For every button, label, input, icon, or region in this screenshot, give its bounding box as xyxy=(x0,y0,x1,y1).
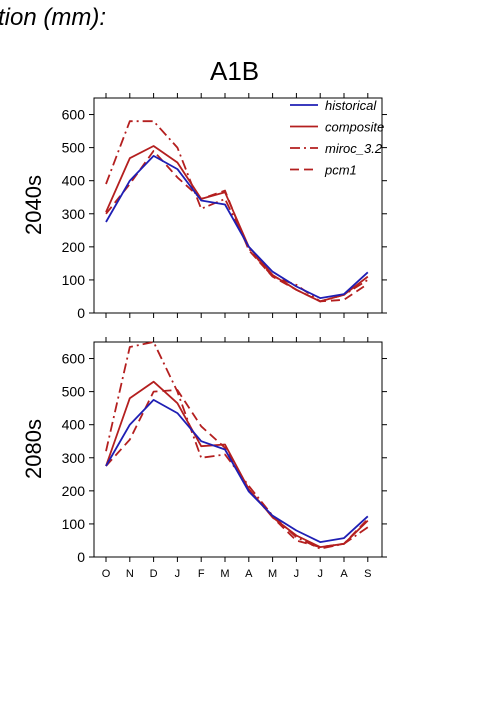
x-tick-label: O xyxy=(102,568,111,580)
x-tick-label: J xyxy=(317,568,323,580)
page-title: tion (mm): xyxy=(0,4,106,31)
y-tick-label: 500 xyxy=(62,140,86,156)
y-tick-label: 500 xyxy=(62,384,86,400)
legend-label: historical xyxy=(325,98,377,113)
series-line-historical xyxy=(105,154,369,300)
panel-2040s: 0 100 200 300 400 500 600 2040s xyxy=(21,93,387,321)
y-tick-label: 600 xyxy=(62,107,86,123)
x-tick-label: A xyxy=(340,568,348,580)
x-tick-label: J xyxy=(175,568,181,580)
x-tick-label: A xyxy=(245,568,253,580)
x-tick-label: J xyxy=(294,568,300,580)
y-tick-label: 200 xyxy=(62,239,86,255)
plot-frame xyxy=(93,97,383,314)
series-line-pcm1 xyxy=(105,389,369,548)
series-line-historical xyxy=(105,398,369,543)
y-tick-label: 0 xyxy=(77,549,85,565)
legend-label: composite xyxy=(325,120,384,135)
x-tick-label: M xyxy=(268,568,277,580)
x-tick-label: F xyxy=(198,568,205,580)
series-line-miroc-3-2 xyxy=(105,341,369,550)
y-tick-label: 0 xyxy=(77,305,85,321)
y-tick-label: 100 xyxy=(62,272,86,288)
y-tick-label: 100 xyxy=(62,516,86,532)
y-tick-label: 600 xyxy=(62,351,86,367)
row-label: 2080s xyxy=(21,419,46,479)
y-tick-label: 400 xyxy=(62,173,86,189)
y-tick-label: 300 xyxy=(62,206,86,222)
y-tick-label: 200 xyxy=(62,483,86,499)
row-label: 2040s xyxy=(21,175,46,235)
legend-label: pcm1 xyxy=(324,163,357,178)
panel-2080s: 0 100 200 300 400 500 600 O N D J F M A M J J A S 2080s xyxy=(21,337,387,580)
y-tick-label: 300 xyxy=(62,450,86,466)
x-tick-label: N xyxy=(126,568,134,580)
legend: historical composite miroc_3.2 pcm1 xyxy=(290,98,384,178)
series-line-pcm1 xyxy=(105,149,369,303)
x-tick-label: S xyxy=(364,568,371,580)
legend-label: miroc_3.2 xyxy=(325,141,383,156)
x-tick-label: D xyxy=(150,568,158,580)
y-tick-label: 400 xyxy=(62,417,86,433)
scenario-title: A1B xyxy=(210,56,260,86)
x-tick-label: M xyxy=(220,568,229,580)
plot-frame xyxy=(93,341,383,558)
